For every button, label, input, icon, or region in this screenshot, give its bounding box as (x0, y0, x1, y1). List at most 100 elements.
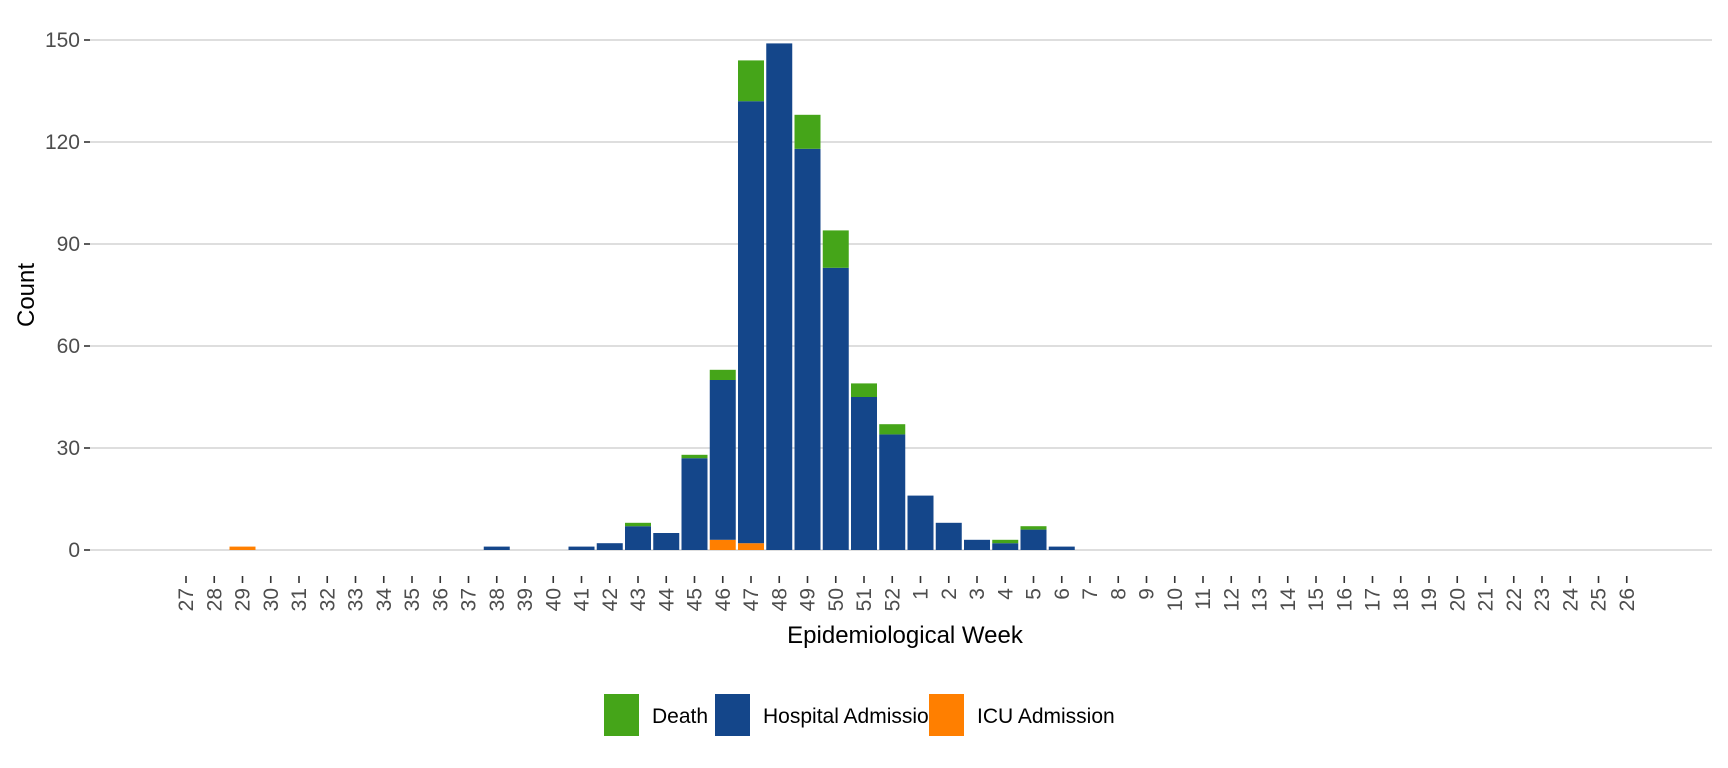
legend-key-death (604, 694, 639, 736)
bar-hospital-admission-week-5 (1020, 529, 1047, 550)
x-tick-label: 17 (1362, 588, 1385, 611)
bar-hospital-admission-week-46 (709, 380, 736, 540)
x-tick-label: 41 (571, 588, 594, 611)
x-tick-label: 47 (740, 588, 763, 611)
x-tick-label: 32 (316, 588, 339, 611)
bar-hospital-admission-week-43 (625, 526, 651, 550)
bar-hospital-admission-week-1 (907, 495, 934, 550)
x-tick-label: 2 (938, 588, 961, 600)
x-tick-label: 44 (655, 588, 678, 612)
bar-death-week-45 (681, 454, 708, 459)
x-tick-label: 6 (1051, 588, 1074, 600)
x-tick-label: 11 (1192, 588, 1215, 610)
x-tick-label: 43 (627, 588, 650, 611)
x-tick-label: 33 (345, 588, 368, 611)
x-tick-label: 19 (1418, 588, 1441, 611)
y-tick-label: 30 (57, 437, 80, 460)
x-tick-label: 37 (458, 588, 481, 611)
x-tick-label: 10 (1164, 588, 1187, 611)
x-axis-title: Epidemiological Week (787, 622, 1024, 649)
bar-icu-admission-week-29 (229, 546, 256, 550)
legend: Death Hospital Admission ICU Admission (604, 694, 1115, 736)
bar-death-week-5 (1020, 526, 1047, 530)
y-tick-label: 120 (45, 131, 80, 154)
x-tick-label: 49 (797, 588, 820, 611)
bar-death-week-43 (625, 522, 651, 527)
x-tick-label: 23 (1531, 588, 1554, 611)
bar-hospital-admission-week-41 (568, 546, 595, 550)
x-tick-label: 24 (1559, 588, 1582, 612)
bar-icu-admission-week-47 (738, 543, 764, 550)
bar-hospital-admission-week-44 (653, 533, 680, 550)
x-tick-label: 20 (1446, 588, 1469, 611)
x-tick-label: 40 (542, 588, 565, 611)
bar-hospital-admission-week-47 (738, 101, 764, 544)
legend-label-icu-admission: ICU Admission (977, 705, 1115, 728)
x-tick-label: 14 (1277, 588, 1300, 612)
x-tick-label: 30 (260, 588, 283, 611)
bar-hospital-admission-week-4 (992, 543, 1019, 550)
x-tick-label: 27 (175, 588, 198, 611)
x-tick-label: 12 (1220, 588, 1243, 611)
bar-death-week-49 (794, 114, 821, 149)
x-tick-label: 16 (1333, 588, 1356, 611)
x-tick-label: 48 (768, 588, 791, 611)
bar-death-week-50 (822, 230, 849, 268)
bar-icu-admission-week-46 (709, 539, 736, 550)
bar-hospital-admission-week-52 (879, 434, 906, 550)
bar-hospital-admission-week-42 (596, 543, 623, 550)
y-tick-label: 0 (68, 539, 80, 562)
x-tick-label: 9 (1136, 588, 1159, 600)
x-tick-label: 7 (1079, 588, 1102, 600)
x-tick-label: 13 (1249, 588, 1272, 611)
x-tick-label: 5 (1023, 588, 1046, 600)
bar-death-week-52 (879, 424, 906, 435)
x-tick-label: 26 (1616, 588, 1639, 611)
legend-label-death: Death (652, 705, 708, 728)
x-tick-label: 42 (599, 588, 622, 611)
y-tick-label: 150 (45, 29, 80, 52)
legend-label-hospital-admission: Hospital Admission (763, 705, 940, 728)
x-tick-label: 21 (1475, 588, 1498, 611)
x-tick-label: 39 (514, 588, 537, 611)
x-tick-label: 31 (288, 588, 311, 611)
x-tick-label: 38 (486, 588, 509, 611)
bar-hospital-admission-week-2 (935, 522, 962, 550)
bar-hospital-admission-week-50 (822, 267, 849, 550)
bar-hospital-admission-week-51 (851, 397, 877, 550)
x-tick-label: 45 (684, 588, 707, 611)
y-tick-label: 90 (57, 233, 80, 256)
x-tick-label: 52 (881, 588, 904, 611)
x-tick-label: 25 (1588, 588, 1611, 611)
x-tick-label: 22 (1503, 588, 1526, 611)
x-tick-label: 29 (232, 588, 255, 611)
x-tick-label: 18 (1390, 588, 1413, 611)
x-tick-label: 35 (401, 588, 424, 611)
bar-hospital-admission-week-49 (794, 148, 821, 551)
bar-hospital-admission-week-38 (483, 546, 510, 550)
x-tick-label: 34 (373, 588, 396, 612)
x-tick-label: 50 (825, 588, 848, 611)
y-axis: 0 30 60 90 120 150 (45, 29, 90, 562)
x-tick-label: 8 (1107, 588, 1130, 600)
x-tick-label: 36 (429, 588, 452, 611)
y-tick-label: 60 (57, 335, 80, 358)
y-axis-title: Count (13, 263, 40, 327)
x-tick-label: 28 (203, 588, 226, 611)
x-axis: 27 28 29 30 31 32 33 34 35 36 37 38 39 40 41 42 43 44 45 46… (175, 576, 1639, 611)
bars (229, 43, 1075, 551)
bar-hospital-admission-week-3 (964, 539, 990, 550)
x-tick-label: 4 (994, 588, 1017, 600)
bar-hospital-admission-week-48 (766, 43, 793, 551)
bar-death-week-51 (851, 383, 877, 397)
legend-key-icu-admission (929, 694, 964, 736)
x-tick-label: 3 (966, 588, 989, 600)
legend-key-hospital-admission (715, 694, 750, 736)
x-tick-label: 15 (1305, 588, 1328, 611)
bar-death-week-4 (992, 539, 1019, 544)
gridlines (90, 39, 1712, 551)
x-tick-label: 46 (712, 588, 735, 611)
bar-hospital-admission-week-6 (1048, 546, 1075, 550)
x-tick-label: 51 (853, 588, 876, 611)
